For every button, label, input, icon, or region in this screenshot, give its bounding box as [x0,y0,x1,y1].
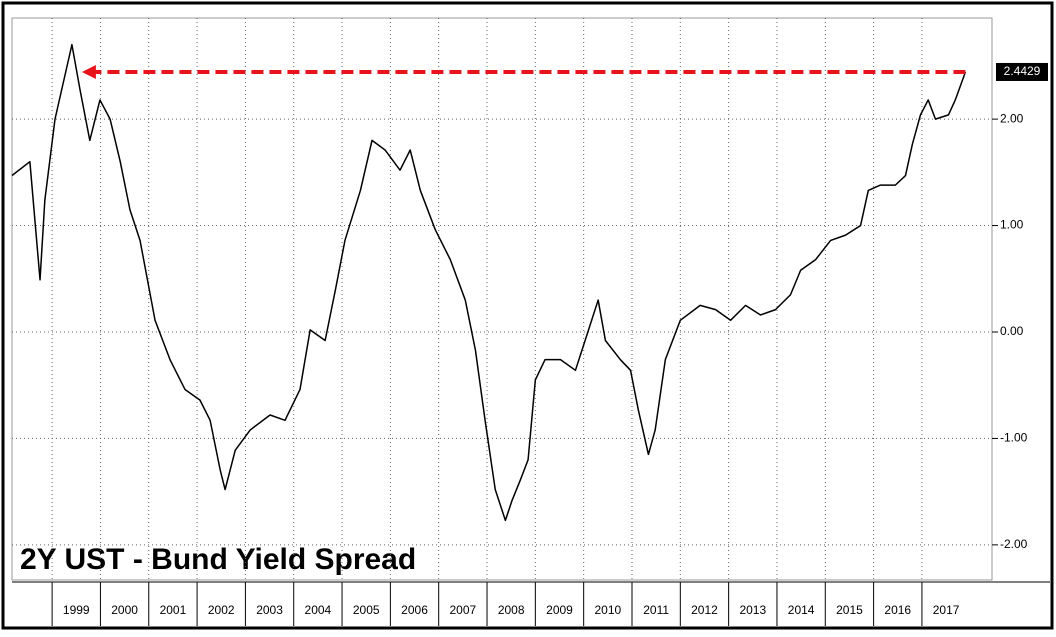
x-tick-label: 2001 [160,603,187,617]
x-tick-label: 2013 [739,603,766,617]
x-tick-label: 2012 [691,603,718,617]
x-tick-label: 1999 [63,603,90,617]
x-tick-label: 2014 [788,603,815,617]
y-tick-label: -1.00 [1000,431,1028,445]
last-value-box [996,62,1048,81]
x-tick-label: 2011 [643,603,669,617]
y-tick-label: -2.00 [1000,537,1028,551]
x-tick-label: 2000 [111,603,138,617]
x-tick-label: 2009 [546,603,573,617]
x-tick-label: 2005 [353,603,380,617]
line [11,43,967,522]
x-tick-label: 2004 [305,603,332,617]
x-tick-label: 2007 [450,603,477,617]
y-tick-label: 1.00 [1000,218,1024,232]
x-tick-label: 2003 [256,603,283,617]
x-tick-label: 2006 [401,603,428,617]
y-tick-label: 2.00 [1000,111,1024,125]
x-tick-label: 2010 [594,603,621,617]
annotation-arrowhead [81,64,96,79]
x-tick-label: 2002 [208,603,235,617]
chart-title: 2Y UST - Bund Yield Spread [20,543,416,576]
x-tick-label: 2016 [884,603,911,617]
y-tick-label: 0.00 [1000,324,1024,338]
x-tick-label: 2008 [498,603,525,617]
x-tick-label: 2015 [836,603,863,617]
plot-area [11,17,993,581]
x-tick-label: 2017 [933,603,960,617]
last-value-label: 2.4429 [1004,64,1041,78]
